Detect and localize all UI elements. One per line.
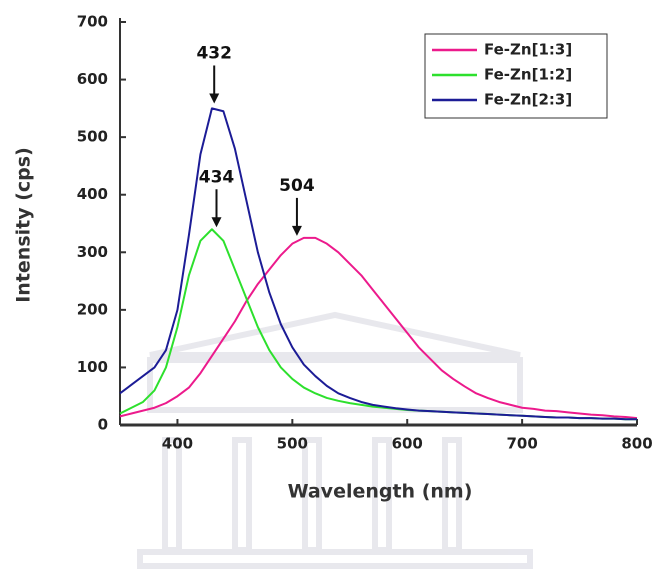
x-tick-label: 500: [277, 435, 308, 453]
watermark-base: [137, 549, 533, 569]
y-tick-label: 500: [77, 128, 108, 146]
legend-label: Fe-Zn[1:3]: [484, 41, 572, 59]
annotation-arrowhead: [291, 225, 302, 236]
watermark: [137, 311, 533, 569]
y-tick-label: 100: [77, 358, 108, 376]
watermark-column: [232, 437, 252, 553]
x-tick-label: 400: [162, 435, 193, 453]
watermark-frieze: [147, 357, 523, 413]
y-tick-label: 0: [98, 416, 108, 434]
watermark-roof: [149, 311, 521, 358]
legend-label: Fe-Zn[1:2]: [484, 66, 572, 84]
y-tick-label: 200: [77, 300, 108, 318]
annotation-label: 434: [199, 167, 235, 187]
x-tick-label: 600: [392, 435, 423, 453]
annotation-arrowhead: [209, 93, 220, 104]
y-axis-title: Intensity (cps): [13, 147, 35, 303]
annotation-label: 432: [196, 43, 232, 63]
x-axis-title: Wavelength (nm): [288, 481, 473, 503]
y-tick-label: 700: [77, 13, 108, 31]
x-tick-label: 800: [621, 435, 652, 453]
annotation-arrowhead: [211, 217, 222, 228]
x-tick-label: 700: [506, 435, 537, 453]
legend-label: Fe-Zn[2:3]: [484, 91, 572, 109]
y-tick-label: 400: [77, 185, 108, 203]
y-tick-label: 300: [77, 243, 108, 261]
watermark-column: [162, 437, 182, 553]
series-line: [119, 107, 637, 421]
y-tick-label: 600: [77, 70, 108, 88]
annotation-label: 504: [279, 176, 315, 196]
series-line: [119, 236, 638, 420]
